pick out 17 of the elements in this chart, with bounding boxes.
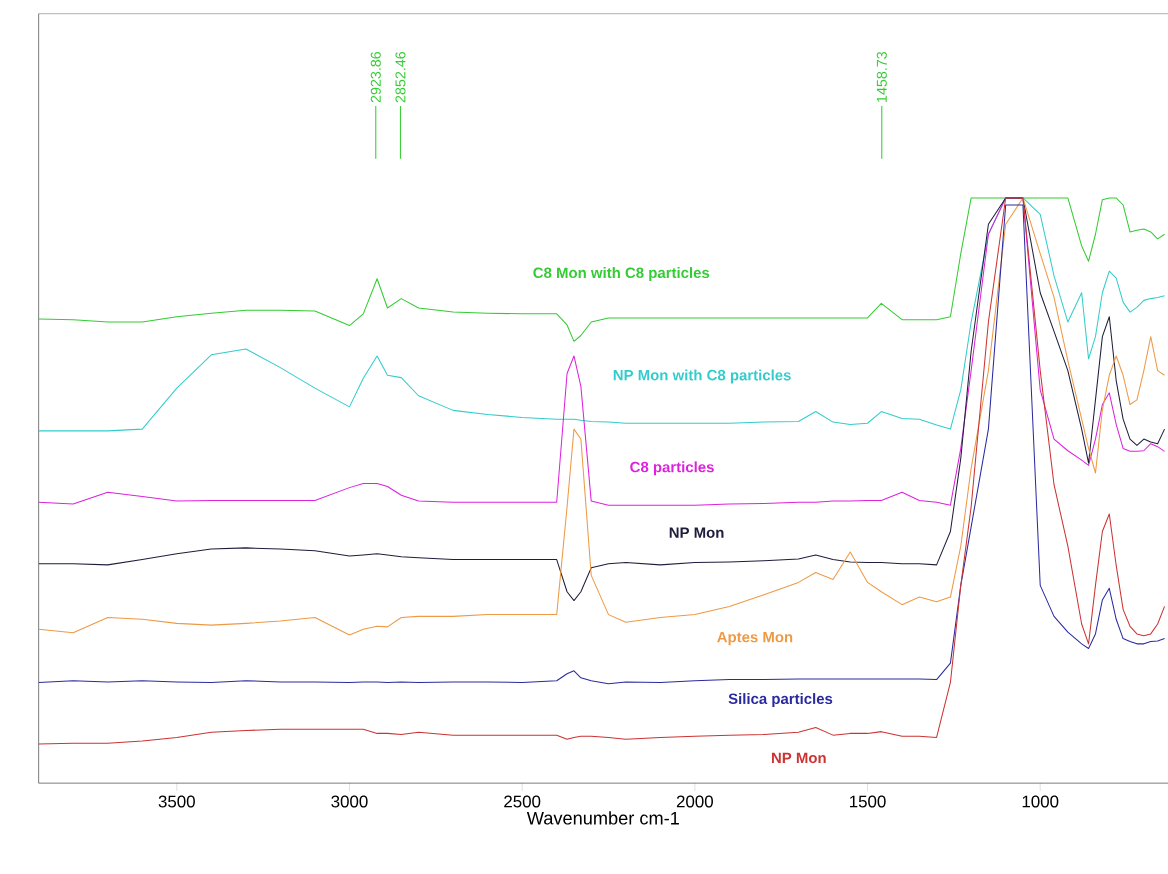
x-tick-label: 1500 <box>850 795 886 808</box>
series-label: Silica particles <box>728 693 833 708</box>
x-tick-label: 1000 <box>1022 795 1059 808</box>
ref-line-label: 2852.46 <box>395 51 406 103</box>
text: NP Mon with C8 particles <box>613 369 791 384</box>
text: C8 Mon with C8 particles <box>533 267 710 282</box>
x-tick-label: 2000 <box>676 795 713 808</box>
x-tick-label: 2500 <box>504 795 541 808</box>
series-label: NP Mon <box>771 752 826 764</box>
ref-line-label: 2923.86 <box>370 51 381 103</box>
x-axis-title: Wavenumber cm-1 <box>526 811 679 825</box>
series-label: C8 particles <box>630 461 714 476</box>
series-label: Aptes Mon <box>717 631 793 646</box>
x-tick-label: 3500 <box>158 795 195 808</box>
x-tick-label: 3000 <box>331 795 368 808</box>
series-label: NP Mon <box>669 527 724 538</box>
ref-line-label: 1458.73 <box>876 51 887 102</box>
